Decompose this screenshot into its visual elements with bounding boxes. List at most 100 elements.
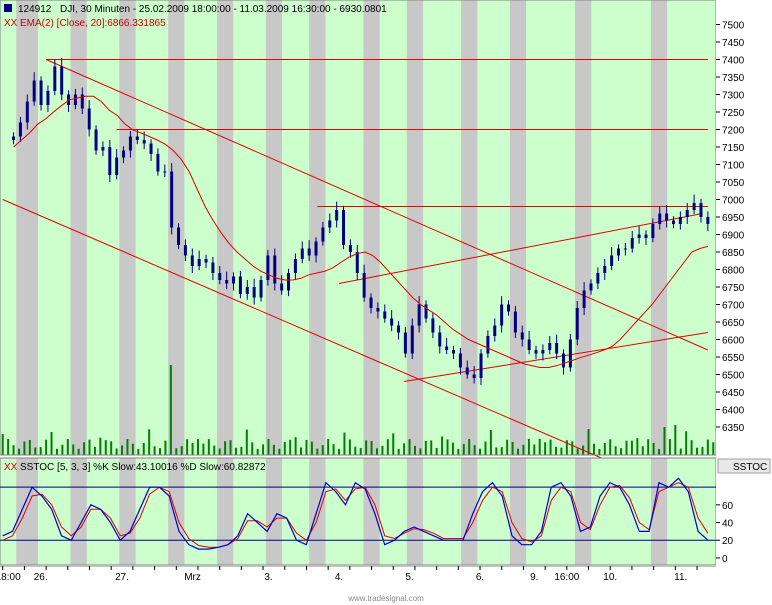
stoch-tick-label: 0 [722,554,728,565]
shaded-band-3 [168,0,185,455]
volume-bar [587,429,590,455]
volume-bar [647,439,650,455]
volume-bar [554,446,557,455]
volume-bar [240,446,243,455]
volume-bar [310,441,313,455]
volume-bar [1,434,4,455]
volume-bar [489,429,492,455]
price-tick-label: 7000 [722,196,745,207]
volume-bar [61,444,64,455]
candle-body [507,304,511,312]
price-tick-label: 7300 [722,91,745,102]
candle-body [527,339,531,350]
volume-bar [164,440,167,455]
candle-body [582,290,586,308]
volume-bar [28,440,31,455]
volume-bar [45,439,48,455]
price-tick-label: 7200 [722,126,745,137]
chart-title: DJI, 30 Minuten - 25.02.2009 18:00:00 - … [60,4,387,15]
volume-bar [441,436,444,455]
volume-bar [34,447,37,455]
candle-body [678,217,682,224]
volume-bar [381,445,384,455]
volume-bar [533,444,536,455]
volume-bar [207,439,210,455]
stoch-shaded-band-8 [406,458,424,565]
volume-bar [565,440,568,455]
candle-body [362,273,366,298]
price-bg-light [0,0,716,455]
volume-bar [652,442,655,455]
shaded-band-4 [216,0,234,455]
candle-body [252,287,256,298]
volume-bar [169,365,172,455]
volume-bar [131,443,134,455]
stoch-tab[interactable] [717,458,771,474]
price-tick-label: 7150 [722,143,745,154]
volume-bar [23,441,26,455]
time-tick-label: 26. [34,572,48,583]
stoch-shaded-band-7 [363,458,380,565]
volume-bar [343,432,346,455]
candle-body [67,94,71,105]
volume-bar [500,447,503,455]
shaded-band-8 [406,0,424,455]
candle-body [417,304,421,326]
candle-body [287,273,291,291]
volume-bar [175,448,178,455]
volume-bar [636,438,639,455]
volume-bar [462,444,465,455]
volume-bar [413,445,416,455]
stoch-shaded-band-3 [168,458,185,565]
candle-body [479,353,483,378]
volume-bar [457,448,460,455]
stoch-k-line [2,477,709,550]
candle-body [376,308,380,312]
candle-body [314,241,318,256]
candle-body [575,308,579,340]
volume-bar [66,439,69,455]
volume-bar [495,447,498,455]
volume-bar [338,448,341,455]
candle-body [128,136,132,151]
volume-bar [712,442,715,455]
candle-body [616,248,620,256]
stoch-d-line [2,482,709,548]
candle-body [177,227,181,245]
volume-bar [55,448,58,455]
volume-bar [506,439,509,455]
candle-body [87,108,91,130]
stoch-levels [0,486,716,541]
volume-bar [408,439,411,455]
candle-body [685,210,689,217]
volume-bar [267,439,270,455]
volume-bar [137,448,140,455]
price-background [0,0,716,455]
time-tick-label: 10. [603,572,617,583]
volume-bar [50,432,53,455]
candle-body [513,311,517,333]
candle-body [493,325,497,336]
volume-bar [446,439,449,455]
candle-body [397,325,401,333]
candle-body [342,210,346,245]
volume-bar [527,439,530,455]
candle-body [218,273,222,280]
time-axis: 18:00 26. 27. Mrz 3. 4. 5. 6. 9. 16:00 10. 11. [0,566,698,583]
stoch-legend-marker: XX [4,462,18,473]
time-tick-label: 9. [530,572,538,583]
candle-body [238,276,242,294]
volume-bar [451,442,454,455]
volume-bar [294,437,297,455]
time-tick-label: Mrz [184,572,201,583]
candle-body [25,101,29,123]
ema-legend: EMA(2) [Close, 20]:6866.331865 [20,18,166,29]
candle-body [156,154,160,172]
candle-body [383,311,387,319]
price-tick-label: 6350 [722,423,745,434]
volume-bar [99,437,102,455]
volume-bar [620,448,623,455]
volume-bar [614,446,617,455]
price-tick-label: 7250 [722,108,745,119]
time-tick-label: 3. [264,572,272,583]
